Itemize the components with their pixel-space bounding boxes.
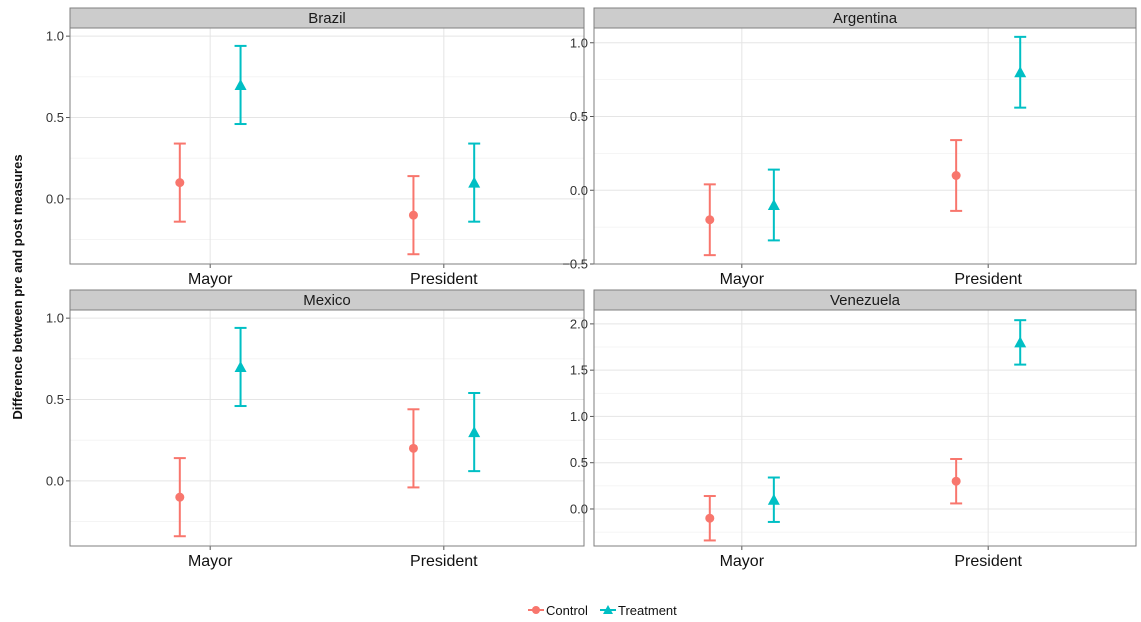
errorbar-treatment-president <box>468 142 481 223</box>
point-marker-control <box>951 171 961 180</box>
plot-area-argentina <box>594 28 1136 264</box>
point-marker-treatment <box>234 360 247 372</box>
x-tick-label-mayor: Mayor <box>188 271 233 288</box>
y-tick-label: 0.0 <box>570 501 588 516</box>
x-tick-label-president: President <box>954 271 1022 288</box>
point-marker-control <box>175 492 185 502</box>
point-marker-treatment <box>1014 66 1027 78</box>
errorbar-control-mayor <box>703 183 716 257</box>
panels: Brazil 0.0 0.5 1.0 Mayor President Argentina −0… <box>46 7 1137 570</box>
y-tick-label: 0.5 <box>570 109 588 124</box>
y-tick-label: 1.0 <box>570 35 588 50</box>
point-marker-treatment <box>468 176 481 188</box>
panel-argentina: Argentina −0.5 0.0 0.5 1.0 Mayor President <box>562 7 1137 288</box>
y-tick-label: 2.0 <box>570 316 588 331</box>
y-tick-label: 0.0 <box>46 191 64 206</box>
legend: Control Treatment <box>528 603 677 618</box>
point-marker-treatment <box>1014 336 1027 348</box>
y-tick-label: 1.5 <box>570 363 588 378</box>
legend-item-control: Control <box>528 603 588 618</box>
panel-border-venezuela <box>593 309 1137 547</box>
errorbar-treatment-mayor <box>767 168 780 242</box>
y-tick-label: 1.0 <box>46 29 64 44</box>
x-tick-label-president: President <box>410 553 478 570</box>
panel-title-mexico: Mexico <box>303 292 351 309</box>
point-marker-treatment <box>767 493 780 505</box>
legend-treatment-marker <box>603 605 613 614</box>
panel-border-mexico <box>69 309 585 547</box>
y-tick-label: 0.5 <box>46 110 64 125</box>
panel-title-argentina: Argentina <box>833 10 898 27</box>
plot-area-mexico <box>70 310 584 546</box>
y-axis-title: Difference between pre and post measures <box>10 154 25 419</box>
errorbar-treatment-mayor <box>234 326 247 408</box>
point-marker-control <box>705 513 715 523</box>
errorbar-control-mayor <box>703 495 716 542</box>
plot-area-venezuela <box>594 310 1136 546</box>
panel-brazil: Brazil 0.0 0.5 1.0 Mayor President <box>46 7 585 288</box>
point-marker-control <box>175 178 185 188</box>
plot-area-brazil <box>70 28 584 264</box>
panel-title-brazil: Brazil <box>308 10 346 27</box>
panel-venezuela: Venezuela 0.0 0.5 1.0 1.5 2.0 Mayor President <box>570 289 1137 570</box>
x-tick-label-president: President <box>954 553 1022 570</box>
point-marker-control <box>408 443 418 453</box>
y-tick-label: −0.5 <box>562 257 588 272</box>
errorbar-treatment-president <box>1014 319 1027 366</box>
point-marker-treatment <box>468 426 481 438</box>
errorbar-control-president <box>950 139 963 212</box>
legend-control-marker <box>532 606 540 614</box>
errorbar-control-president <box>407 175 420 256</box>
point-marker-control <box>408 210 418 220</box>
point-marker-treatment <box>234 78 247 90</box>
point-marker-control <box>705 215 715 225</box>
errorbar-treatment-president <box>468 392 481 473</box>
panel-border-brazil <box>69 27 585 265</box>
errorbar-treatment-mayor <box>234 44 247 126</box>
errorbar-treatment-mayor <box>767 476 780 523</box>
errorbar-treatment-president <box>1014 35 1027 109</box>
y-tick-label: 0.5 <box>570 455 588 470</box>
errorbar-control-president <box>950 458 963 505</box>
x-tick-label-mayor: Mayor <box>720 553 765 570</box>
errorbar-control-president <box>407 408 420 489</box>
y-tick-label: 0.0 <box>46 473 64 488</box>
point-marker-treatment <box>767 199 780 210</box>
legend-control-label: Control <box>546 603 588 618</box>
panel-mexico: Mexico 0.0 0.5 1.0 Mayor President <box>46 289 585 570</box>
point-marker-control <box>951 476 961 486</box>
legend-treatment-label: Treatment <box>618 603 677 618</box>
y-tick-label: 0.5 <box>46 392 64 407</box>
y-tick-label: 1.0 <box>46 311 64 326</box>
errorbar-control-mayor <box>173 457 186 538</box>
x-tick-label-mayor: Mayor <box>188 553 233 570</box>
panel-title-venezuela: Venezuela <box>830 292 901 309</box>
x-tick-label-mayor: Mayor <box>720 271 765 288</box>
panel-border-argentina <box>593 27 1137 265</box>
y-tick-label: 1.0 <box>570 409 588 424</box>
errorbar-control-mayor <box>173 142 186 223</box>
legend-item-treatment: Treatment <box>600 603 677 618</box>
y-tick-label: 0.0 <box>570 183 588 198</box>
x-tick-label-president: President <box>410 271 478 288</box>
